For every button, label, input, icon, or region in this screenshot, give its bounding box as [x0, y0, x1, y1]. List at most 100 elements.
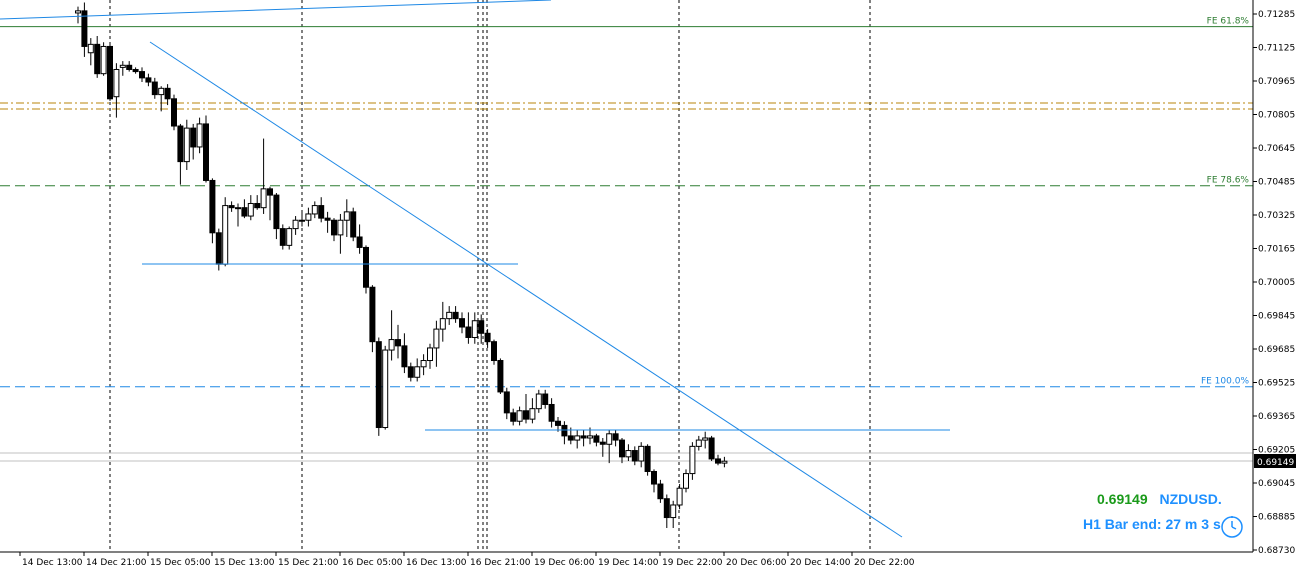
trendlines [0, 0, 950, 538]
current-price-label: 0.69149 [1257, 458, 1294, 468]
descending-trendline [149, 41, 903, 538]
candle-body [356, 236, 363, 248]
candle-body [183, 127, 190, 163]
candle-body [235, 207, 241, 210]
x-tick-label: 16 Dec 05:00 [342, 558, 403, 568]
candle-body [324, 217, 331, 221]
candle-body [401, 345, 408, 368]
candle-body [555, 420, 561, 426]
candle-body [715, 458, 721, 464]
candle-body [497, 360, 504, 393]
candle-body [529, 408, 536, 420]
current-price-badge-bg [1254, 454, 1296, 468]
candle-body [177, 125, 184, 163]
x-tick-label: 16 Dec 21:00 [470, 558, 531, 568]
y-tick-label: 0.71285 [1258, 10, 1295, 20]
price-axis: 0.71285 0.71125 0.70965 0.70805 0.70645 0.704… [1253, 10, 1295, 556]
fe-level-label: FE 100.0% [1201, 377, 1249, 387]
candle-body [388, 339, 395, 351]
y-tick-label: 0.69525 [1258, 379, 1295, 389]
candle-body [119, 64, 126, 68]
candle-body [331, 219, 337, 236]
x-tick-label: 15 Dec 21:00 [278, 558, 339, 568]
candle-body [695, 439, 702, 447]
candle-body [203, 123, 209, 181]
candle-body [407, 366, 414, 378]
candle-body [567, 435, 574, 441]
candle-body [222, 205, 229, 265]
candle-body [273, 194, 280, 230]
candle-body [471, 320, 478, 338]
candle-body [721, 460, 728, 464]
candle-body [427, 347, 433, 362]
candle-body [574, 435, 581, 441]
candle-body [382, 349, 389, 429]
y-tick-label: 0.69365 [1258, 412, 1295, 422]
candle-body [107, 45, 113, 100]
candle-body [254, 202, 261, 209]
candle-body [241, 207, 248, 217]
y-tick-label: 0.68885 [1258, 513, 1295, 523]
candle-body [164, 87, 171, 100]
candle-body [420, 360, 427, 368]
candle-body [459, 318, 465, 328]
y-tick-label: 0.69845 [1258, 312, 1295, 322]
x-tick-label: 20 Dec 22:00 [854, 558, 915, 568]
candle-body [81, 10, 88, 47]
candle-body [651, 470, 657, 485]
candle-body [395, 339, 401, 347]
candle-body [260, 188, 267, 209]
x-tick-label: 16 Dec 13:00 [406, 558, 467, 568]
candle-body [644, 445, 651, 472]
candle-body [247, 202, 254, 217]
candle-body [145, 77, 152, 83]
fe-level-label: FE 78.6% [1207, 176, 1250, 186]
symbol-name: NZDUSD. [1159, 491, 1222, 507]
x-tick-label: 19 Dec 14:00 [598, 558, 659, 568]
price-readout: 0.69149 NZDUSD. [1097, 491, 1222, 507]
candle-body [657, 483, 664, 500]
candle-body [196, 123, 203, 148]
candle-body [446, 311, 453, 320]
candle-body [516, 410, 523, 422]
candle-body [151, 81, 158, 96]
candle-body [689, 445, 696, 475]
candle-body [215, 232, 222, 265]
upper-channel-line [0, 0, 552, 20]
bar-end-timer: H1 Bar end: 27 m 3 s [1083, 516, 1221, 532]
candle-body [190, 127, 197, 148]
candle-body [523, 410, 529, 420]
candle-body [100, 45, 107, 75]
candle-body [535, 393, 542, 410]
x-tick-label: 15 Dec 05:00 [150, 558, 211, 568]
candle-body [484, 332, 491, 343]
candle-body [433, 328, 440, 349]
candle-body [209, 179, 216, 234]
y-tick-label: 0.69045 [1258, 479, 1295, 489]
y-tick-label: 0.70325 [1258, 211, 1295, 221]
fe-level-label: FE 61.8% [1207, 17, 1250, 27]
chart-plot-area [0, 0, 1253, 552]
y-tick-label: 0.70485 [1258, 178, 1295, 188]
candle-body [619, 439, 625, 458]
y-tick-label: 0.70165 [1258, 245, 1295, 255]
candles [75, 2, 728, 529]
x-tick-label: 20 Dec 14:00 [790, 558, 851, 568]
candle-body [337, 219, 344, 236]
candle-body [126, 64, 133, 70]
current-price-value: 0.69149 [1097, 491, 1148, 507]
candle-body [561, 424, 568, 437]
candle-body [75, 10, 81, 14]
candle-body [593, 435, 600, 443]
clock-icon [1221, 516, 1243, 538]
y-tick-label: 0.70965 [1258, 77, 1295, 87]
x-tick-label: 19 Dec 22:00 [662, 558, 723, 568]
y-tick-label: 0.69685 [1258, 345, 1295, 355]
candle-body [363, 246, 369, 288]
candle-body [676, 487, 683, 506]
y-tick-label: 0.71125 [1258, 44, 1295, 54]
candle-body [491, 341, 497, 362]
candle-body [87, 43, 94, 54]
time-axis: 14 Dec 13:00 14 Dec 21:00 15 Dec 05:00 15 D… [19, 552, 915, 568]
